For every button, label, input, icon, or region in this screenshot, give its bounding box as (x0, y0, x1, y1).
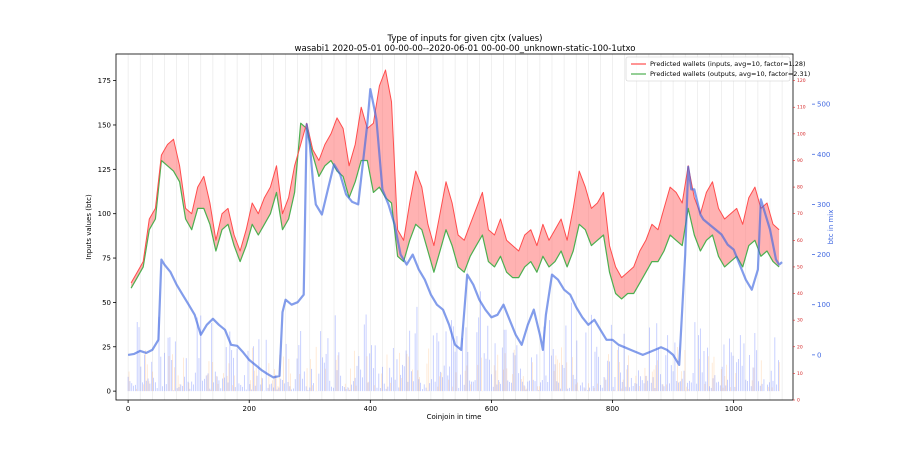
series-line-btc-in-mix (127, 88, 783, 379)
x-tick-label: 0 (126, 405, 130, 413)
input-bars (127, 291, 780, 392)
y2-tick-label: 300 (817, 201, 830, 209)
chart-subtitle: wasabi1 2020-05-01 00-00-00--2020-06-01 … (295, 44, 636, 54)
y-tick-label: 150 (98, 121, 111, 129)
x-tick-label: 800 (606, 405, 619, 413)
difference-fill (131, 70, 780, 299)
y-axis-ticks: 0 25 50 75 100 125 150 175 (98, 77, 116, 396)
y2-axis-label: btc in mix (827, 210, 835, 245)
y2-axis-ticks: 0 100 200 300 400 500 (812, 101, 830, 359)
y3-tick-label: 40 (797, 291, 803, 297)
x-axis-label: Coinjoin in time (427, 413, 482, 421)
series-line-inputs (130, 69, 780, 284)
y-axis-label: Inputs values (btc) (85, 194, 93, 260)
y2-tick-label: 100 (817, 301, 830, 309)
legend: Predicted wallets (inputs, avg=10, facto… (625, 56, 810, 82)
y3-tick-label: 50 (797, 264, 803, 270)
x-tick-label: 1000 (725, 405, 743, 413)
series-line-outputs (130, 122, 780, 300)
y3-tick-label: 0 (797, 398, 800, 404)
x-tick-label: 400 (364, 405, 377, 413)
y3-tick-label: 70 (797, 211, 803, 217)
legend-box (625, 56, 791, 82)
y3-tick-label: 120 (797, 78, 806, 84)
y2-tick-label: 0 (817, 351, 821, 359)
y3-tick-label: 90 (797, 158, 803, 164)
plot-frame (115, 53, 794, 401)
y-tick-label: 25 (102, 343, 111, 351)
y3-tick-label: 80 (797, 185, 803, 191)
y2-tick-label: 400 (817, 151, 830, 159)
x-axis-ticks: 0 200 400 600 800 1000 (126, 400, 743, 413)
y3-tick-label: 100 (797, 131, 806, 137)
y3-tick-label: 20 (797, 344, 803, 350)
y-tick-label: 0 (107, 388, 111, 396)
x-tick-label: 600 (485, 405, 498, 413)
y2-tick-label: 200 (817, 251, 830, 259)
legend-label-outputs: Predicted wallets (outputs, avg=10, fact… (650, 70, 810, 78)
y-tick-label: 75 (102, 255, 111, 263)
y3-tick-label: 110 (797, 105, 806, 111)
y3-tick-label: 10 (797, 371, 803, 377)
y-tick-label: 125 (98, 166, 111, 174)
x-tick-label: 200 (243, 405, 256, 413)
y3-axis-ticks: 0 10 20 30 40 50 60 70 80 90 100 110 120 (793, 78, 806, 404)
y2-tick-label: 500 (817, 101, 830, 109)
y-tick-label: 175 (98, 77, 111, 85)
y-tick-label: 50 (102, 299, 111, 307)
y3-tick-label: 30 (797, 318, 803, 324)
chart-title: Type of inputs for given cjtx (values) (387, 34, 543, 44)
legend-label-inputs: Predicted wallets (inputs, avg=10, facto… (650, 60, 806, 68)
y-tick-label: 100 (98, 210, 111, 218)
y3-tick-label: 60 (797, 238, 803, 244)
